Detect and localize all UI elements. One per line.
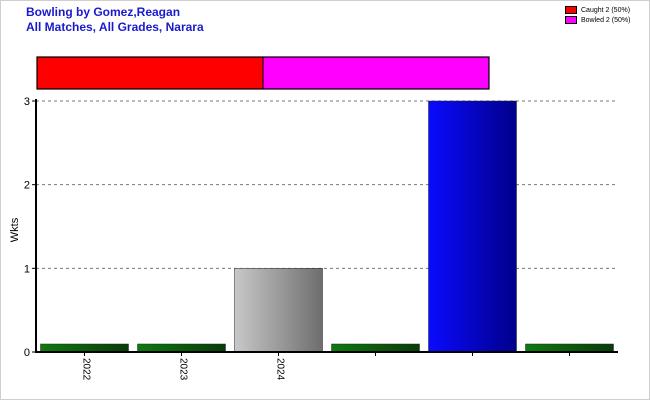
bars (40, 100, 614, 353)
stack-segment-caught (36, 56, 264, 90)
stack-segment-bowled (262, 56, 490, 90)
legend-item-bowled: Bowled 2 (50%) (565, 15, 630, 25)
legend-swatch-caught (565, 6, 577, 14)
bar (428, 100, 517, 353)
y-tick-label: 0 (24, 347, 30, 359)
legend-label-caught: Caught 2 (50%) (581, 6, 631, 14)
axes: 0 1 2 3 2022 2023 2024 (24, 96, 618, 381)
chart-title: Bowling by Gomez,Reagan (26, 5, 181, 19)
legend-swatch-bowled (565, 16, 577, 24)
bar (137, 343, 226, 353)
legend: Caught 2 (50%) Bowled 2 (50%) (565, 5, 630, 25)
x-tick-label: 2024 (275, 358, 286, 381)
chart-subtitle: All Matches, All Grades, Narara (26, 20, 204, 34)
legend-label-bowled: Bowled 2 (50%) (581, 16, 631, 24)
x-tick-label: 2023 (178, 358, 189, 381)
legend-item-caught: Caught 2 (50%) (565, 5, 630, 15)
dismissal-stacked-bar (36, 56, 490, 90)
y-tick-label: 3 (24, 96, 30, 108)
y-axis-label: Wkts (9, 217, 21, 242)
stack-outline (36, 56, 490, 90)
bar (525, 343, 614, 353)
y-tick-label: 2 (24, 180, 30, 192)
bar (234, 268, 323, 353)
bar (331, 343, 420, 353)
gridlines (36, 100, 618, 269)
x-tick-label: 2022 (81, 358, 92, 381)
bar (40, 343, 129, 353)
y-tick-label: 1 (24, 263, 30, 275)
